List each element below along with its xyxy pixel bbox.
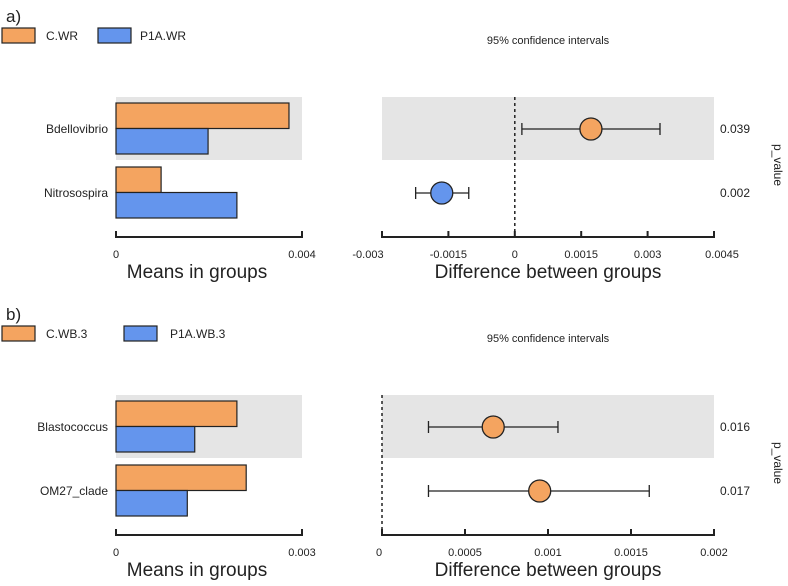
p-value-label: 0.039 [720,122,750,136]
legend-swatch [123,325,158,342]
tick-label: 0.0045 [705,249,739,261]
bar-P1A.WR-Nitrosospira [115,191,238,219]
tick-label: 0.0005 [448,547,482,559]
bar-C.WR-Nitrosospira [115,166,162,194]
ci-title: 95% confidence intervals [487,35,610,47]
legend-swatch [97,27,132,44]
legend-label: C.WB.3 [46,327,88,341]
bar-C.WB.3-OM27_clade [115,464,247,492]
p-value-axis-title: p_value [771,442,785,484]
means-axis-title: Means in groups [127,262,267,283]
category-label: Nitrosospira [44,186,108,200]
legend-label: P1A.WB.3 [170,327,226,341]
tick-label: 0.0015 [564,249,598,261]
p-value-label: 0.002 [720,186,750,200]
category-label: Bdellovibrio [46,122,108,136]
tick-label: -0.003 [352,249,383,261]
tick-label: 0 [113,547,119,559]
difference-x-axis [381,529,715,536]
tick-label: 0.001 [534,547,562,559]
legend-label: P1A.WR [140,29,186,43]
tick-label: -0.0015 [430,249,467,261]
panel-label: a) [6,7,21,26]
ci-title: 95% confidence intervals [487,333,610,345]
bar-P1A.WR-Bdellovibrio [115,127,209,155]
means-axis-title: Means in groups [127,560,267,581]
legend-label: C.WR [46,29,78,43]
p-value-label: 0.017 [720,484,750,498]
legend-swatch [1,325,36,342]
panel-b: b) C.WB.3 P1A.WB.3 Blastococcus OM27_clade 0 0… [1,305,785,581]
bar-C.WR-Bdellovibrio [115,102,290,130]
tick-label: 0 [376,547,382,559]
panel-label: b) [6,305,21,324]
bar-P1A.WB.3-OM27_clade [115,489,188,517]
category-label: Blastococcus [37,420,108,434]
p-value-label: 0.016 [720,420,750,434]
estimate-point [481,415,505,439]
tick-label: 0 [113,249,119,261]
difference-axis-title: Difference between groups [435,560,662,581]
means-x-axis [115,529,303,536]
tick-label: 0 [512,249,518,261]
tick-label: 0.0015 [614,547,648,559]
tick-label: 0.003 [634,249,662,261]
panel-a: a) C.WR P1A.WR Bdellovibrio Nitrosospira 0 0.0… [1,7,785,283]
tick-label: 0.002 [700,547,728,559]
difference-x-axis [381,231,715,238]
estimate-point [430,181,454,205]
category-label: OM27_clade [40,484,108,498]
p-value-axis-title: p_value [771,144,785,186]
difference-axis-title: Difference between groups [435,262,662,283]
legend-swatch [1,27,36,44]
bar-C.WB.3-Blastococcus [115,400,238,428]
bar-P1A.WB.3-Blastococcus [115,425,196,453]
means-x-axis [115,231,303,238]
tick-label: 0.004 [288,249,316,261]
estimate-point [528,479,552,503]
estimate-point [579,117,603,141]
tick-label: 0.003 [288,547,316,559]
